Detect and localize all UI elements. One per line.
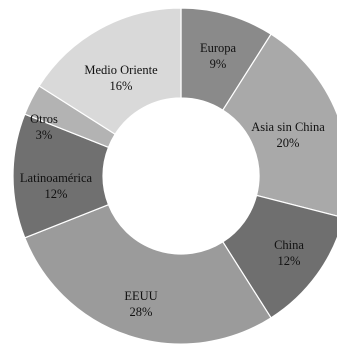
slice-percent: 16% (110, 79, 133, 93)
slice-label-medio-oriente: Medio Oriente 16% (84, 63, 158, 93)
slice-label-eeuu: EEUU 28% (124, 289, 157, 319)
slice-name: EEUU (124, 289, 157, 303)
donut-slice-medio-oriente (38, 7, 182, 136)
slice-percent: 20% (277, 136, 300, 150)
slice-name: Medio Oriente (84, 63, 158, 77)
donut-slice-asia-sin-china (221, 33, 337, 217)
slice-label-china: China 12% (274, 238, 304, 268)
donut-slice-eeuu (24, 203, 272, 344)
slice-name: Europa (200, 41, 237, 55)
slice-label-asia-sin-china: Asia sin China 20% (251, 120, 325, 150)
slice-label-otros: Otros 3% (30, 112, 58, 142)
slice-percent: 12% (45, 187, 68, 201)
donut-slices (12, 7, 337, 344)
slice-name: China (274, 238, 304, 252)
slice-name: Asia sin China (251, 120, 325, 134)
slice-label-europa: Europa 9% (200, 41, 237, 71)
slice-percent: 28% (130, 305, 153, 319)
slice-percent: 3% (36, 128, 53, 142)
slice-percent: 12% (278, 254, 301, 268)
slice-name: Latinoamérica (20, 171, 93, 185)
slice-percent: 9% (210, 57, 227, 71)
donut-labels: Europa 9% Asia sin China 20% China 12% EEUU 28%… (20, 41, 325, 319)
slice-label-latinoamérica: Latinoamérica 12% (20, 171, 93, 201)
slice-name: Otros (30, 112, 58, 126)
